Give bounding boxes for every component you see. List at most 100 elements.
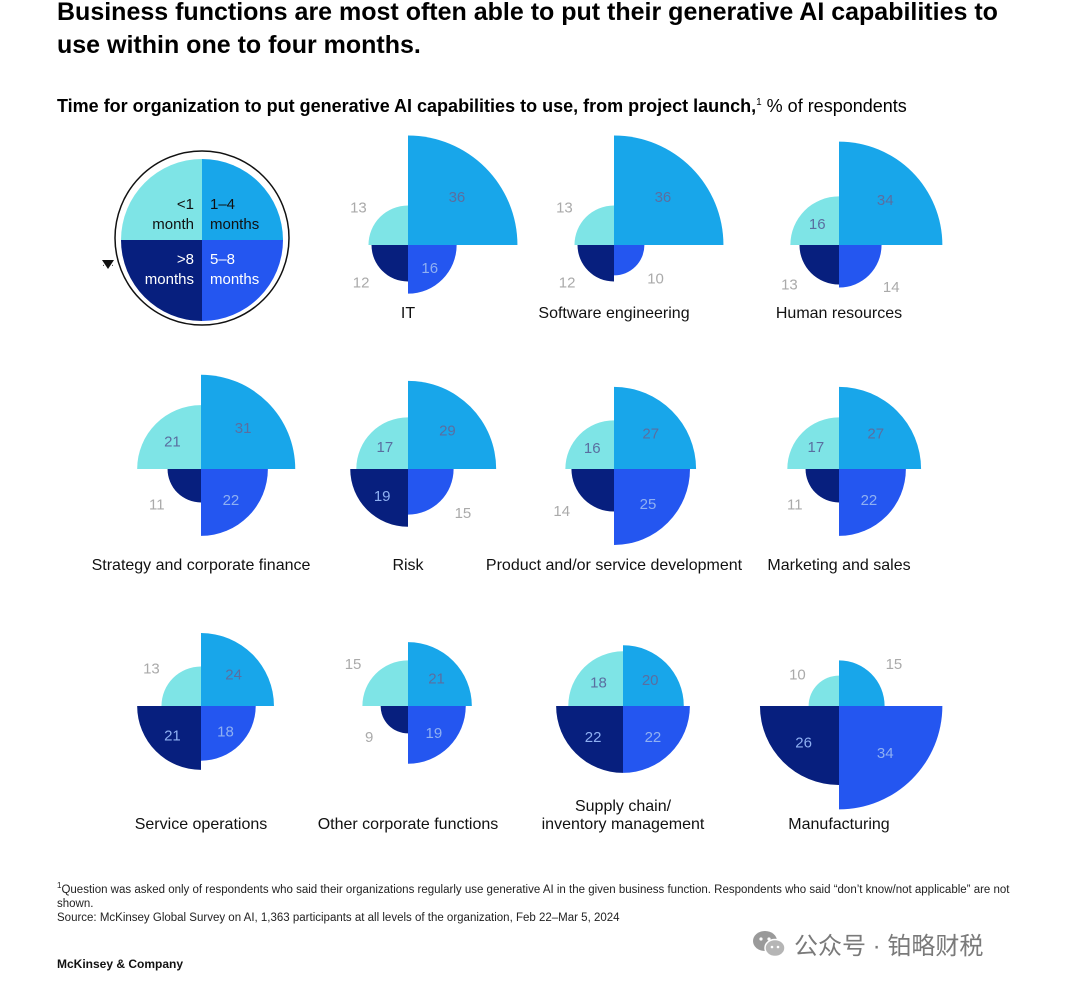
value-label-m1_4: 21 [428, 670, 445, 687]
wedge-gt8 [799, 245, 839, 285]
value-label-m5_8: 10 [647, 270, 664, 287]
function-chart: 13 36 10 12 Software engineering [538, 135, 724, 322]
legend-label-1-4: 1–4 months [210, 196, 259, 233]
value-label-m1_4: 27 [867, 425, 884, 442]
subtitle-unit: % of respondents [761, 96, 907, 116]
function-label: Other corporate functions [318, 816, 499, 833]
value-label-lt1: 17 [808, 439, 825, 456]
footnote-1: 1Question was asked only of respondents … [57, 879, 1017, 911]
wedge-gt8 [167, 469, 201, 503]
legend-label-gt8: >8 months [145, 251, 194, 288]
wedge-m1_4 [201, 633, 274, 706]
function-chart: 10 15 34 26 Manufacturing [759, 656, 943, 833]
wedge-gt8 [805, 469, 839, 503]
value-label-gt8: 26 [795, 734, 812, 751]
source-note: Source: McKinsey Global Survey on AI, 1,… [57, 911, 620, 924]
function-label: Supply chain/inventory management [542, 798, 705, 833]
chart-headline: Business functions are most often able t… [57, 0, 998, 59]
function-chart: 13 24 18 21 Service operations [135, 633, 274, 833]
value-label-gt8: 11 [787, 496, 803, 513]
value-label-m1_4: 36 [655, 189, 672, 206]
wedge-m5_8 [623, 706, 690, 773]
value-label-gt8: 19 [374, 488, 391, 505]
subtitle-footnote-mark: 1 [756, 97, 762, 108]
wedge-lt1 [574, 205, 614, 245]
value-label-lt1: 15 [345, 656, 362, 673]
value-label-lt1: 16 [809, 216, 826, 233]
value-label-m1_4: 36 [449, 189, 466, 206]
wedge-lt1 [362, 660, 408, 706]
wedge-m5_8 [201, 469, 268, 536]
value-label-m5_8: 34 [877, 745, 894, 762]
value-label-gt8: 21 [164, 728, 181, 745]
legend-label-5-8: 5–8 months [210, 251, 259, 288]
function-label: Human resources [776, 305, 902, 322]
polar-area-chart-grid: <1 month 1–4 months >8 months 5–8 months 13 3… [92, 135, 943, 833]
wedge-m5_8 [201, 706, 256, 761]
legend-ring [114, 150, 290, 326]
function-label: Risk [392, 557, 424, 574]
value-label-m5_8: 19 [425, 725, 442, 742]
value-label-gt8: 11 [149, 496, 165, 513]
wechat-icon [753, 930, 786, 957]
wedge-m1_4 [408, 135, 518, 245]
wedge-gt8 [759, 706, 839, 786]
value-label-m5_8: 22 [861, 492, 878, 509]
value-label-gt8: 13 [781, 277, 798, 294]
function-chart: 13 36 16 12 IT [350, 135, 518, 322]
value-label-lt1: 13 [556, 199, 573, 216]
value-label-m1_4: 24 [225, 666, 242, 683]
wedge-m1_4 [839, 386, 922, 469]
wedge-lt1 [368, 205, 408, 245]
value-label-m1_4: 15 [886, 656, 903, 673]
function-chart: 18 20 22 22 Supply chain/inventory managemen… [542, 645, 705, 833]
value-label-lt1: 13 [143, 660, 160, 677]
function-label: Service operations [135, 816, 268, 833]
watermark: 公众号 · 铂略财税 [752, 926, 983, 961]
wedge-gt8 [577, 245, 614, 282]
subtitle-main: Time for organization to put generative … [57, 96, 757, 116]
wedge-lt1 [787, 417, 839, 469]
function-chart: 16 34 14 13 Human resources [776, 141, 943, 322]
wedge-gt8 [371, 245, 408, 282]
wedge-lt1 [565, 420, 614, 469]
function-chart: 15 21 19 9 Other corporate functions [318, 642, 499, 833]
value-label-m5_8: 15 [455, 505, 472, 522]
function-label: Product and/or service development [486, 557, 743, 574]
function-chart: 17 29 15 19 Risk [350, 380, 497, 574]
wedge-m1_4 [614, 135, 724, 245]
function-chart: 21 31 22 11 Strategy and corporate finance [92, 374, 311, 574]
wedge-lt1 [568, 651, 623, 706]
wedge-gt8 [350, 469, 408, 527]
value-label-m5_8: 18 [217, 723, 234, 740]
value-label-m1_4: 20 [642, 672, 659, 689]
footnote-1-text: Question was asked only of respondents w… [57, 883, 1010, 910]
function-label: Strategy and corporate finance [92, 557, 311, 574]
value-label-lt1: 13 [350, 199, 367, 216]
function-label: IT [401, 305, 415, 322]
wedge-lt1 [808, 675, 839, 706]
wedge-m5_8 [408, 469, 454, 515]
wedge-lt1 [161, 666, 201, 706]
wedge-m1_4 [623, 645, 684, 706]
wedge-m1_4 [201, 374, 296, 469]
value-label-gt8: 12 [353, 275, 370, 292]
value-label-lt1: 10 [789, 667, 806, 684]
wedge-lt1 [356, 417, 408, 469]
function-chart: 16 27 25 14 Product and/or service developme… [486, 386, 743, 574]
wedge-m1_4 [614, 386, 697, 469]
legend-quadrant-lt1 [121, 159, 202, 240]
chart-subtitle: Time for organization to put generative … [57, 96, 907, 117]
value-label-lt1: 17 [377, 439, 394, 456]
watermark-text: 公众号 · 铂略财税 [794, 933, 984, 960]
value-label-lt1: 21 [164, 433, 181, 450]
function-chart: 17 27 22 11 Marketing and sales [767, 386, 922, 574]
value-label-m5_8: 14 [883, 279, 900, 296]
value-label-gt8: 22 [585, 729, 602, 746]
wedge-lt1 [137, 405, 201, 469]
value-label-gt8: 12 [559, 275, 576, 292]
value-label-m1_4: 34 [877, 192, 894, 209]
value-label-lt1: 18 [590, 675, 607, 692]
legend-label-lt1: <1 month [152, 196, 194, 233]
wedge-m5_8 [614, 245, 645, 276]
